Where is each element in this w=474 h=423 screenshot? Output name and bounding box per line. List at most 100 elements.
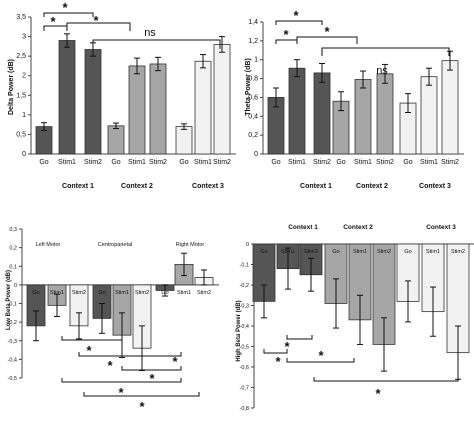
high-beta-ylabel: High Beta Power (dB) <box>236 300 242 361</box>
delta-ytick-label: 2 <box>22 73 26 80</box>
theta-ytick-label: 1,4 <box>248 19 258 26</box>
high-beta-sig-4: * <box>375 386 381 401</box>
delta-category-label: Go <box>39 159 48 166</box>
high-beta-ytick-label: -0,7 <box>240 386 249 392</box>
theta-bar <box>288 67 306 155</box>
theta-ytick-label: 0,2 <box>248 132 258 139</box>
high-beta-significance-brackets <box>263 335 459 382</box>
theta-ytick-label: 0,8 <box>248 76 258 83</box>
delta-bars <box>35 33 231 155</box>
low-beta-category-label: Stim1 <box>177 290 191 296</box>
low-beta-ylabel: Low Beta Power (dB) <box>6 270 12 330</box>
high-beta-category-label: Stim2 <box>451 249 465 255</box>
theta-category-label: Go <box>336 159 345 166</box>
theta-category-label: Stim1 <box>420 159 438 166</box>
low-beta-ytick-label: -0,5 <box>8 376 17 382</box>
delta-category-label: Go <box>179 159 188 166</box>
low-beta-sig-3: * <box>172 354 178 369</box>
low-beta-sig-5: * <box>118 385 124 400</box>
delta-group-1: Context 1 <box>62 183 94 190</box>
delta-ytick-label: 2,5 <box>16 53 26 60</box>
low-beta-ytick-label: -0,3 <box>8 339 17 345</box>
delta-category-label: Stim2 <box>149 159 167 166</box>
theta-bar <box>376 73 394 155</box>
high-beta-category-label: Stim1 <box>281 249 295 255</box>
low-beta-ytick-label: 0 <box>14 283 17 289</box>
low-beta-category-label: Stim2 <box>197 290 211 296</box>
delta-bar <box>149 63 167 155</box>
theta-group-2: Context 2 <box>356 183 388 190</box>
theta-power-chart: 0 0,2 0,4 0,6 0,8 1 1,2 1,4 Theta Power (dB) Go… <box>245 8 464 190</box>
delta-bar <box>213 44 231 155</box>
low-beta-bars <box>26 252 214 372</box>
delta-ylabel: Delta Power (dB) <box>8 59 15 115</box>
delta-sig-3: * <box>93 13 99 28</box>
high-beta-sig-3: * <box>318 348 324 363</box>
theta-category-label: Stim2 <box>376 159 394 166</box>
theta-sig-2: * <box>283 27 289 42</box>
delta-bar <box>58 40 76 155</box>
theta-bar <box>354 79 372 155</box>
low-beta-category-label: Go <box>32 290 39 296</box>
theta-category-label: Stim1 <box>354 159 372 166</box>
delta-group-3: Context 3 <box>192 183 224 190</box>
low-beta-category-label: Go <box>161 290 168 296</box>
low-beta-ytick-label: -0,2 <box>8 320 17 326</box>
high-beta-ytick-label: -0,4 <box>240 324 249 330</box>
theta-category-label: Go <box>403 159 412 166</box>
low-beta-category-label: Stim2 <box>135 290 149 296</box>
delta-significance-brackets <box>43 12 221 49</box>
high-beta-ytick-label: -0,8 <box>240 406 249 412</box>
low-beta-ytick-label: 0,3 <box>9 227 17 233</box>
high-beta-bars <box>252 243 470 380</box>
delta-ytick-label: 1,5 <box>16 92 26 99</box>
low-beta-ytick-label: 0,1 <box>9 264 17 270</box>
low-beta-xlabels: Go Stim1 Stim2 Go Stim1 Stim2 Go Stim1 Stim2 <box>32 290 211 296</box>
low-beta-category-label: Stim2 <box>72 290 86 296</box>
high-beta-ytick-label: -0,2 <box>240 283 249 289</box>
delta-group-2: Context 2 <box>121 183 153 190</box>
high-beta-category-label: Stim2 <box>377 249 391 255</box>
theta-bars <box>267 50 459 155</box>
delta-category-label: Go <box>111 159 120 166</box>
low-beta-group-1: Left Motor <box>36 242 61 248</box>
delta-power-chart: 0 0,5 1 1,5 2 2,5 3 3,5 Delta Power (dB) Go Stim… <box>8 0 236 190</box>
delta-sig-ns: ns <box>144 27 156 39</box>
delta-ytick-label: 3 <box>22 34 26 41</box>
delta-category-label: Stim1 <box>194 159 212 166</box>
delta-ytick-label: 1 <box>22 112 26 119</box>
high-beta-power-chart: 0 -0,1 -0,2 -0,3 -0,4 -0,5 -0,6 -0,7 -0,8 High B… <box>236 224 474 412</box>
theta-category-label: Stim1 <box>288 159 306 166</box>
theta-group-1: Context 1 <box>300 183 332 190</box>
high-beta-ytick-label: -0,6 <box>240 365 249 371</box>
theta-significance-brackets <box>275 20 450 56</box>
low-beta-sig-1: * <box>86 343 92 358</box>
low-beta-sig-2: * <box>107 358 113 373</box>
low-beta-group-2: Centroparietal <box>98 242 133 248</box>
theta-bar <box>313 72 331 155</box>
high-beta-category-label: Stim1 <box>353 249 367 255</box>
delta-ytick-label: 3,5 <box>16 14 26 21</box>
high-beta-category-label: Go <box>332 249 339 255</box>
theta-category-label: Stim2 <box>441 159 459 166</box>
high-beta-xlabels: Go Stim1 Stim2 Go Stim1 Stim2 Go Stim1 Stim2 <box>260 249 465 255</box>
high-beta-sig-2: * <box>275 354 281 369</box>
theta-category-label: Stim2 <box>313 159 331 166</box>
delta-sig-1: * <box>62 0 68 15</box>
high-beta-ytick-label: 0 <box>246 242 249 248</box>
high-beta-group-2: Context 2 <box>343 224 373 231</box>
delta-category-label: Stim2 <box>84 159 102 166</box>
theta-xlabels: Go Stim1 Stim2 Go Stim1 Stim2 Go Stim1 Stim2 <box>271 159 459 166</box>
low-beta-ytick-label: -0,1 <box>8 302 17 308</box>
theta-ytick-label: 0 <box>254 151 258 158</box>
delta-xlabels: Go Stim1 Stim2 Go Stim1 Stim2 Go Stim1 Stim2 <box>39 159 231 166</box>
theta-ytick-label: 1 <box>254 57 258 64</box>
delta-category-label: Stim1 <box>128 159 146 166</box>
low-beta-category-label: Stim1 <box>50 290 64 296</box>
theta-category-label: Go <box>271 159 280 166</box>
high-beta-sig-1: * <box>284 339 290 354</box>
high-beta-group-3: Context 3 <box>426 224 456 231</box>
delta-bar <box>107 125 125 155</box>
high-beta-category-label: Go <box>260 249 267 255</box>
